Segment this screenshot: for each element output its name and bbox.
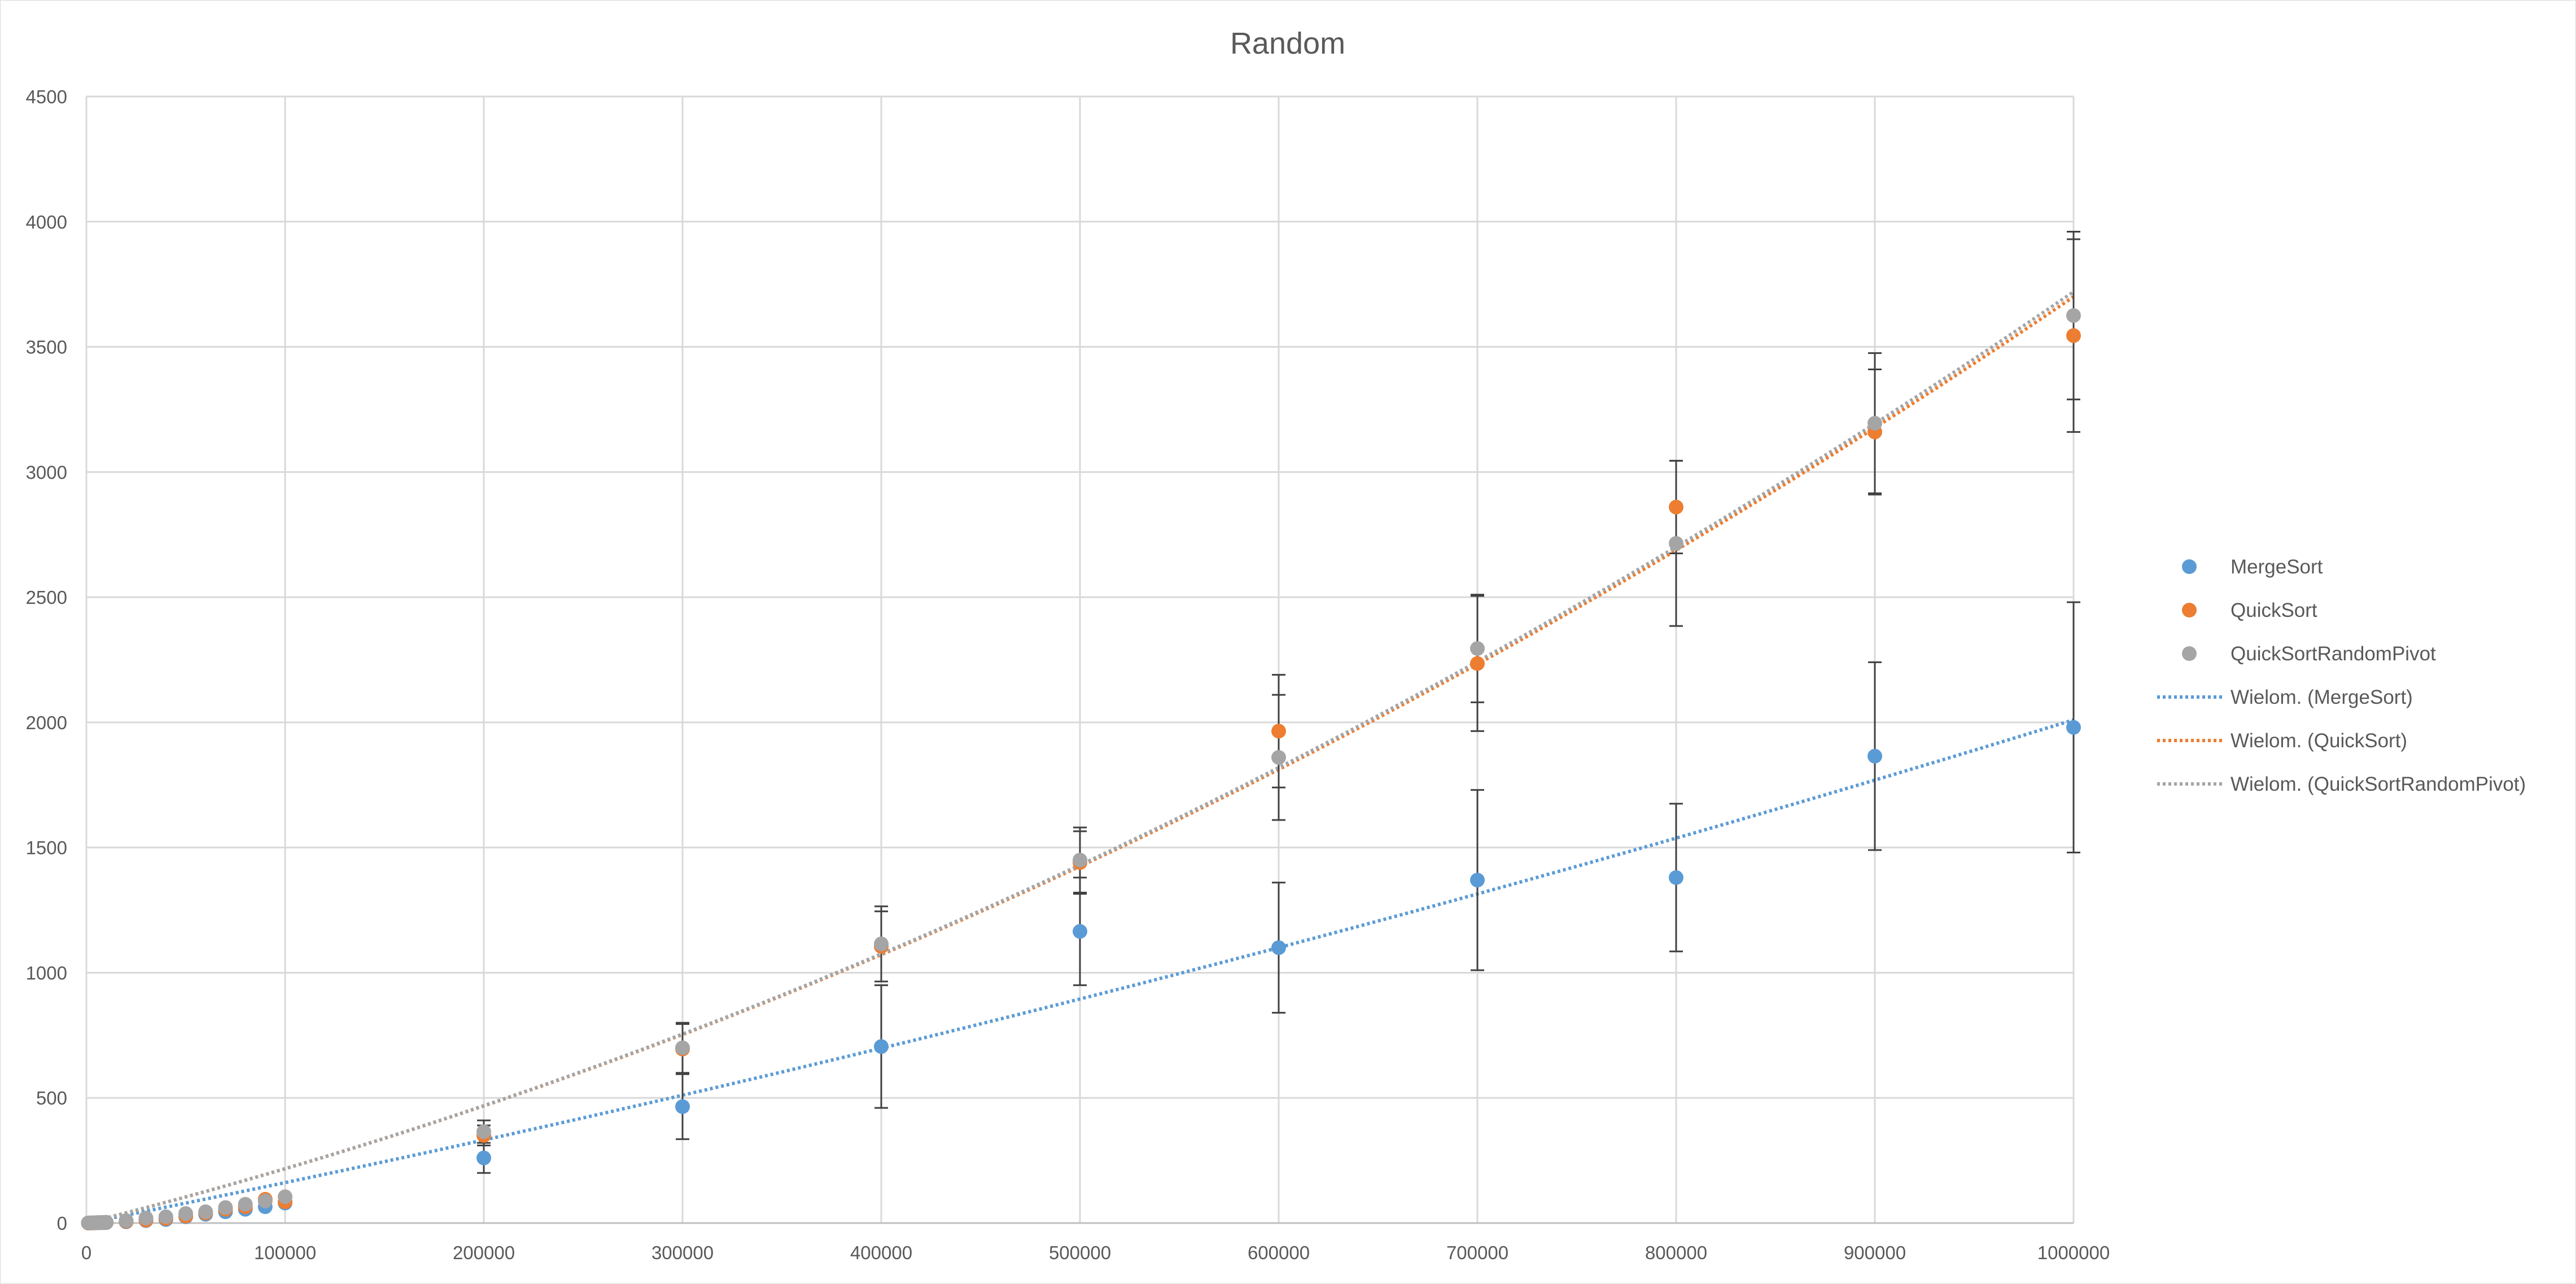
- legend-entry: QuickSortRandomPivot: [2231, 643, 2436, 665]
- x-axis-tick-labels: 0 100000 200000 300000 400000 500000 600000 700…: [81, 1242, 2110, 1263]
- data-point-0: [675, 1099, 690, 1114]
- legend-entry: MergeSort: [2231, 556, 2323, 578]
- data-point-2: [476, 1124, 491, 1140]
- y-tick-label: 3000: [26, 462, 67, 483]
- data-point-0: [1669, 870, 1683, 885]
- legend-entry: Wielom. (MergeSort): [2231, 686, 2413, 708]
- data-point-2: [218, 1200, 233, 1215]
- y-tick-label: 3500: [26, 337, 67, 358]
- data-point-2: [1868, 415, 1882, 431]
- data-point-0: [476, 1150, 491, 1165]
- data-point-0: [1073, 924, 1087, 939]
- legend-entry: QuickSort: [2231, 599, 2317, 621]
- y-tick-label: 4000: [26, 212, 67, 233]
- y-tick-label: 2500: [26, 587, 67, 608]
- x-tick-label: 100000: [254, 1242, 316, 1263]
- data-point-2: [138, 1211, 154, 1226]
- y-tick-label: 1000: [26, 962, 67, 983]
- y-tick-label: 500: [36, 1088, 67, 1108]
- data-point-1: [2066, 328, 2081, 343]
- data-point-2: [238, 1197, 253, 1212]
- y-axis-tick-labels: 0 500 1000 1500 2000 2500 3000 3500 4000 4500: [26, 86, 67, 1234]
- data-point-2: [1669, 536, 1683, 551]
- trendline-0: [86, 718, 2074, 1225]
- data-points: [81, 308, 2081, 1230]
- data-point-1: [1470, 656, 1485, 671]
- data-point-2: [675, 1040, 690, 1055]
- legend-marker-1: [2182, 603, 2197, 617]
- x-tick-label: 500000: [1049, 1242, 1111, 1263]
- gridlines: [85, 95, 2075, 1224]
- legend: MergeSort QuickSort QuickSortRandomPivot Wi…: [2157, 556, 2526, 795]
- y-tick-label: 2000: [26, 712, 67, 733]
- x-tick-label: 400000: [850, 1242, 912, 1263]
- x-tick-label: 1000000: [2037, 1242, 2110, 1263]
- data-point-2: [278, 1189, 292, 1204]
- data-point-0: [1868, 748, 1882, 764]
- chart-title: Random: [1230, 27, 1345, 60]
- data-point-2: [178, 1206, 193, 1221]
- data-point-2: [1271, 750, 1286, 765]
- y-tick-label: 1500: [26, 838, 67, 858]
- y-tick-label: 4500: [26, 86, 67, 107]
- data-point-0: [1271, 940, 1286, 956]
- x-tick-label: 900000: [1844, 1242, 1906, 1263]
- x-tick-label: 700000: [1446, 1242, 1508, 1263]
- x-tick-label: 300000: [651, 1242, 714, 1263]
- data-point-0: [1470, 873, 1485, 888]
- data-point-2: [198, 1204, 213, 1220]
- legend-entry: Wielom. (QuickSortRandomPivot): [2231, 773, 2526, 795]
- data-point-0: [2066, 720, 2081, 735]
- y-tick-label: 0: [57, 1213, 67, 1234]
- data-point-1: [1271, 724, 1286, 739]
- data-point-2: [1470, 641, 1485, 656]
- legend-marker-2: [2182, 646, 2197, 661]
- data-point-2: [1073, 852, 1087, 867]
- legend-entry: Wielom. (QuickSort): [2231, 730, 2407, 752]
- data-point-2: [874, 936, 889, 952]
- data-point-2: [158, 1209, 173, 1224]
- x-tick-label: 200000: [453, 1242, 515, 1263]
- x-tick-label: 0: [81, 1242, 91, 1263]
- data-point-2: [257, 1193, 273, 1208]
- x-tick-label: 600000: [1248, 1242, 1310, 1263]
- data-point-0: [874, 1039, 889, 1054]
- x-tick-label: 800000: [1645, 1242, 1707, 1263]
- data-point-2: [119, 1213, 134, 1228]
- legend-marker-0: [2182, 559, 2197, 574]
- data-point-2: [2066, 308, 2081, 323]
- data-point-1: [1669, 499, 1683, 515]
- data-point-2: [99, 1215, 114, 1230]
